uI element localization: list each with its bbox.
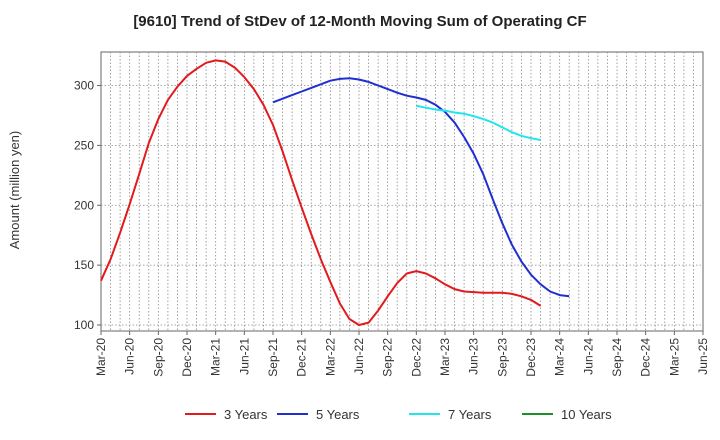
x-tick-label: Jun-24 <box>581 338 595 375</box>
series-line-3-years <box>100 59 542 326</box>
y-tick-label: 300 <box>74 79 94 93</box>
series-lines <box>100 59 570 326</box>
y-tick-label: 250 <box>74 138 94 152</box>
x-tick-label: Dec-20 <box>180 338 194 377</box>
x-tick-label: Jun-20 <box>123 338 137 375</box>
legend-label: 7 Years <box>448 407 492 422</box>
x-tick-label: Sep-20 <box>151 338 165 377</box>
legend-label: 10 Years <box>561 407 612 422</box>
plot-area <box>100 51 704 332</box>
x-tick-label: Dec-22 <box>409 338 423 377</box>
y-axis-label: Amount (million yen) <box>7 131 22 250</box>
series-line-5-years <box>272 77 570 298</box>
x-tick-label: Mar-20 <box>94 338 108 376</box>
legend: 3 Years 5 Years 7 Years 10 Years <box>185 407 612 422</box>
x-tick-label: Mar-23 <box>438 338 452 376</box>
x-tick-label: Jun-23 <box>467 338 481 375</box>
y-axis: 100 150 200 250 300 <box>74 79 101 332</box>
x-tick-label: Jun-22 <box>352 338 366 375</box>
legend-label: 5 Years <box>316 407 360 422</box>
y-tick-label: 150 <box>74 258 94 272</box>
x-tick-label: Mar-25 <box>667 338 681 376</box>
x-tick-label: Dec-21 <box>295 338 309 377</box>
x-tick-label: Sep-21 <box>266 338 280 377</box>
plot-frame <box>100 51 704 332</box>
x-tick-label: Sep-24 <box>610 338 624 377</box>
y-tick-label: 100 <box>74 318 94 332</box>
x-tick-label: Jun-25 <box>696 338 710 375</box>
chart-title: [9610] Trend of StDev of 12-Month Moving… <box>133 13 586 30</box>
x-tick-label: Dec-23 <box>524 338 538 377</box>
x-tick-label: Jun-21 <box>237 338 251 375</box>
x-tick-label: Dec-24 <box>639 338 653 377</box>
x-tick-label: Sep-23 <box>495 338 509 377</box>
legend-label: 3 Years <box>224 407 268 422</box>
x-axis: Mar-20 Jun-20 Sep-20 Dec-20 Mar-21 Jun-21 Sep-… <box>94 331 710 377</box>
grid <box>101 52 703 331</box>
x-tick-label: Mar-22 <box>323 338 337 376</box>
x-tick-label: Mar-21 <box>209 338 223 376</box>
x-tick-label: Mar-24 <box>553 338 567 376</box>
x-tick-label: Sep-22 <box>381 338 395 377</box>
series-line-7-years <box>416 104 541 141</box>
y-tick-label: 200 <box>74 198 94 212</box>
